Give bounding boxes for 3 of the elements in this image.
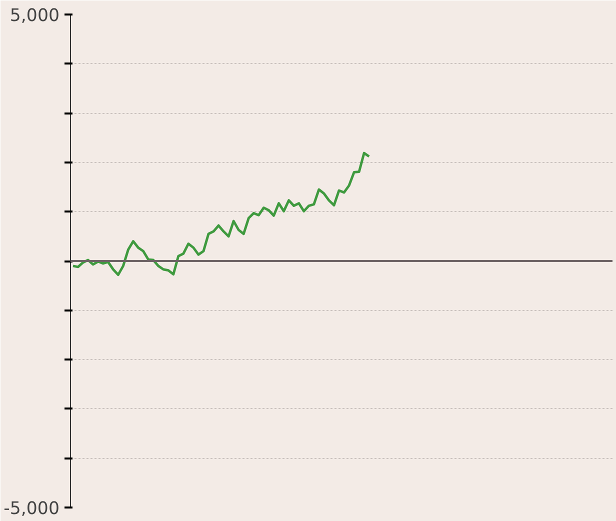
line-series xyxy=(72,152,370,276)
y-tick-label: -5,000 xyxy=(4,499,60,519)
y-tick-label: 5,000 xyxy=(10,6,60,26)
